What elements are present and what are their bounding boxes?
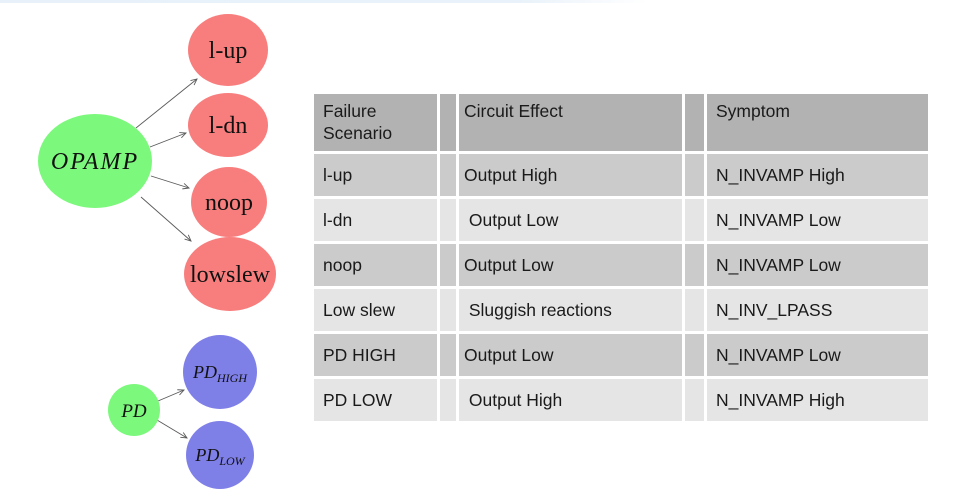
cell-symptom: N_INVAMP Low	[707, 199, 928, 241]
node-pdhigh-circle	[183, 335, 257, 409]
cell-effect: Output Low	[459, 244, 682, 286]
cell-spacer	[685, 379, 704, 421]
node-pd-circle	[108, 384, 160, 436]
node-lup-ellipse	[188, 14, 268, 86]
cell-effect: Output Low	[459, 199, 682, 241]
arrow-pd-to-pdlow	[156, 419, 188, 439]
cell-symptom: N_INVAMP Low	[707, 244, 928, 286]
node-pdhigh-label-base: PD	[192, 362, 217, 382]
node-pdhigh-label: PDHIGH	[192, 362, 248, 385]
node-ldn: l-dn	[188, 93, 268, 157]
arrow-pd-to-pdhigh	[157, 389, 185, 402]
cell-effect: Sluggish reactions	[459, 289, 682, 331]
node-pdlow-label: PDLOW	[194, 445, 245, 468]
cell-spacer	[685, 289, 704, 331]
node-ldn-ellipse	[188, 93, 268, 157]
cell-scenario: PD HIGH	[314, 334, 437, 376]
node-lowslew-ellipse	[184, 237, 276, 311]
node-opamp-ellipse	[38, 114, 152, 208]
cell-symptom: N_INV_LPASS	[707, 289, 928, 331]
cell-spacer	[440, 154, 456, 196]
cell-scenario: Low slew	[314, 289, 437, 331]
node-lowslew-label: lowslew	[190, 262, 271, 288]
cell-spacer	[440, 334, 456, 376]
cell-spacer	[440, 379, 456, 421]
header-spacer-1	[440, 94, 456, 151]
top-strip	[0, 0, 648, 3]
node-noop-label: noop	[205, 190, 253, 216]
header-symptom: Symptom	[707, 94, 928, 151]
node-lup-label: l-up	[209, 38, 248, 64]
node-pd: PD	[108, 384, 160, 436]
node-noop: noop	[191, 167, 267, 237]
cell-spacer	[685, 334, 704, 376]
node-pdlow-label-base: PD	[194, 445, 219, 465]
cell-symptom: N_INVAMP High	[707, 154, 928, 196]
cell-spacer	[440, 289, 456, 331]
cell-spacer	[440, 244, 456, 286]
node-pdlow-label-sub: LOW	[218, 454, 245, 468]
header-spacer-2	[685, 94, 704, 151]
cell-effect: Output Low	[459, 334, 682, 376]
node-pdlow-circle	[186, 421, 254, 489]
cell-spacer	[440, 199, 456, 241]
node-pd-label: PD	[120, 401, 147, 422]
cell-scenario: l-up	[314, 154, 437, 196]
fault-table: Failure Scenario Circuit Effect Symptom …	[314, 94, 928, 421]
cell-scenario: l-dn	[314, 199, 437, 241]
node-pdlow: PDLOW	[186, 421, 254, 489]
node-lup: l-up	[188, 14, 268, 86]
node-opamp: OPAMP	[38, 114, 152, 208]
header-failure-scenario: Failure Scenario	[314, 94, 437, 151]
cell-spacer	[685, 154, 704, 196]
arrow-opamp-to-lowslew	[140, 196, 192, 242]
cell-effect: Output High	[459, 379, 682, 421]
node-pdhigh-label-sub: HIGH	[216, 371, 248, 385]
arrow-opamp-to-noop	[150, 175, 191, 190]
node-pdhigh: PDHIGH	[183, 335, 257, 409]
cell-scenario: PD LOW	[314, 379, 437, 421]
cell-spacer	[685, 199, 704, 241]
arrow-opamp-to-ldn	[149, 132, 187, 148]
cell-symptom: N_INVAMP High	[707, 379, 928, 421]
node-opamp-label: OPAMP	[51, 149, 139, 175]
fault-tree-diagram: OPAMP l-up l-dn noop lowslew PD PDHIGH	[38, 14, 276, 489]
header-circuit-effect: Circuit Effect	[459, 94, 682, 151]
arrow-opamp-to-lup	[135, 78, 198, 129]
cell-scenario: noop	[314, 244, 437, 286]
cell-spacer	[685, 244, 704, 286]
node-lowslew: lowslew	[184, 237, 276, 311]
node-ldn-label: l-dn	[209, 113, 248, 139]
cell-symptom: N_INVAMP Low	[707, 334, 928, 376]
cell-effect: Output High	[459, 154, 682, 196]
node-noop-ellipse	[191, 167, 267, 237]
